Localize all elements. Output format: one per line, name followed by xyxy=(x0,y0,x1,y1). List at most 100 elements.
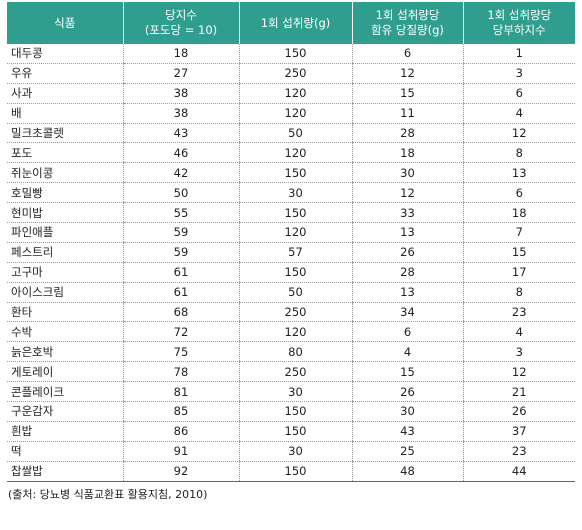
table-cell: 21 xyxy=(462,381,575,403)
table-cell: 250 xyxy=(238,361,352,383)
table-cell: 57 xyxy=(238,242,352,263)
column-header: 1회 섭취량(g) xyxy=(238,2,352,44)
column-header: 식품 xyxy=(7,2,123,44)
table-cell: 26 xyxy=(351,381,463,403)
column-header-line1: 1회 섭취량당 xyxy=(487,8,552,22)
table-cell: 15 xyxy=(351,361,463,383)
column-header-line1: 1회 섭취량당 xyxy=(375,8,440,22)
column-header-line1: 당지수 xyxy=(165,8,197,22)
table-cell: 30 xyxy=(238,182,352,204)
table-cell: 150 xyxy=(238,262,352,283)
table-cell: 3 xyxy=(462,63,575,84)
table-cell: 91 xyxy=(122,441,239,462)
table-row: 배 38 120 11 4 xyxy=(7,103,575,124)
table-cell: 28 xyxy=(351,123,463,144)
table-cell: 85 xyxy=(122,401,239,422)
table-row: 환타 68 250 34 23 xyxy=(7,302,575,323)
table-row: 파인애플 59 120 13 7 xyxy=(7,222,575,243)
table-cell: 50 xyxy=(238,282,352,303)
table-cell: 38 xyxy=(122,83,239,104)
table-cell: 92 xyxy=(122,461,239,482)
table-cell: 72 xyxy=(122,321,239,343)
column-header: 1회 섭취량당 당부하지수 xyxy=(462,2,575,44)
table-cell: 18 xyxy=(122,44,239,64)
table-cell: 4 xyxy=(351,341,463,363)
table-cell: 68 xyxy=(122,302,239,323)
table-cell: 4 xyxy=(462,103,575,124)
column-header-line2: 함유 당질량(g) xyxy=(371,23,444,37)
table-cell: 55 xyxy=(122,202,239,224)
table-cell: 25 xyxy=(351,441,463,462)
table-cell: 61 xyxy=(122,262,239,283)
table-cell: 28 xyxy=(351,262,463,283)
table-cell: 34 xyxy=(351,302,463,323)
table-cell: 120 xyxy=(238,83,352,104)
table-cell: 44 xyxy=(462,461,575,482)
table-cell: 250 xyxy=(238,63,352,84)
column-header: 당지수 (포도당 = 10) xyxy=(122,2,239,44)
table-cell: 6 xyxy=(462,182,575,204)
table-cell: 50 xyxy=(238,123,352,144)
table-row: 수박 72 120 6 4 xyxy=(7,321,575,343)
table-cell: 81 xyxy=(122,381,239,403)
table-cell: 120 xyxy=(238,222,352,243)
table-cell: 38 xyxy=(122,103,239,124)
table-cell: 30 xyxy=(351,401,463,422)
table-row: 사과 38 120 15 6 xyxy=(7,83,575,104)
table-cell: 250 xyxy=(238,302,352,323)
table-row: 아이스크림 61 50 13 8 xyxy=(7,282,575,303)
food-name-cell: 우유 xyxy=(7,63,123,84)
table-cell: 150 xyxy=(238,461,352,482)
food-name-cell: 흰밥 xyxy=(7,421,123,442)
food-name-cell: 구운감자 xyxy=(7,401,123,422)
table-cell: 7 xyxy=(462,222,575,243)
table-cell: 17 xyxy=(462,262,575,283)
food-name-cell: 사과 xyxy=(7,83,123,104)
table-cell: 46 xyxy=(122,142,239,164)
table-cell: 12 xyxy=(351,63,463,84)
table-cell: 150 xyxy=(238,162,352,184)
document-body: 식품 당지수 (포도당 = 10) 1회 섭취량(g) 1회 섭취량당 함유 당질량(g)… xyxy=(7,2,575,502)
table-cell: 43 xyxy=(351,421,463,442)
food-name-cell: 쥐눈이콩 xyxy=(7,162,123,184)
table-cell: 6 xyxy=(351,321,463,343)
table-cell: 1 xyxy=(462,44,575,64)
food-name-cell: 찹쌀밥 xyxy=(7,461,123,482)
table-cell: 13 xyxy=(351,222,463,243)
food-name-cell: 현미밥 xyxy=(7,202,123,224)
food-name-cell: 수박 xyxy=(7,321,123,343)
table-cell: 48 xyxy=(351,461,463,482)
table-row: 게토레이 78 250 15 12 xyxy=(7,361,575,383)
table-row: 구운감자 85 150 30 26 xyxy=(7,401,575,422)
column-header-line1: 1회 섭취량(g) xyxy=(260,15,331,30)
table-row: 우유 27 250 12 3 xyxy=(7,63,575,84)
table-cell: 86 xyxy=(122,421,239,442)
table-cell: 18 xyxy=(351,142,463,164)
table-cell: 33 xyxy=(351,202,463,224)
food-name-cell: 페스트리 xyxy=(7,242,123,263)
table-cell: 42 xyxy=(122,162,239,184)
table-row: 콘플레이크 81 30 26 21 xyxy=(7,381,575,403)
table-cell: 120 xyxy=(238,321,352,343)
table-row: 찹쌀밥 92 150 48 44 xyxy=(7,461,575,482)
table-row: 대두콩 18 150 6 1 xyxy=(7,44,575,64)
table-cell: 3 xyxy=(462,341,575,363)
table-cell: 27 xyxy=(122,63,239,84)
table-cell: 78 xyxy=(122,361,239,383)
table-cell: 120 xyxy=(238,142,352,164)
food-name-cell: 대두콩 xyxy=(7,44,123,64)
column-header: 1회 섭취량당 함유 당질량(g) xyxy=(351,2,463,44)
table-cell: 15 xyxy=(462,242,575,263)
food-name-cell: 고구마 xyxy=(7,262,123,283)
table-cell: 18 xyxy=(462,202,575,224)
table-cell: 12 xyxy=(462,123,575,144)
food-name-cell: 배 xyxy=(7,103,123,124)
table-row: 흰밥 86 150 43 37 xyxy=(7,421,575,442)
table-cell: 80 xyxy=(238,341,352,363)
table-cell: 26 xyxy=(462,401,575,422)
table-row: 고구마 61 150 28 17 xyxy=(7,262,575,283)
table-cell: 120 xyxy=(238,103,352,124)
table-cell: 30 xyxy=(238,381,352,403)
table-cell: 50 xyxy=(122,182,239,204)
table-cell: 59 xyxy=(122,242,239,263)
